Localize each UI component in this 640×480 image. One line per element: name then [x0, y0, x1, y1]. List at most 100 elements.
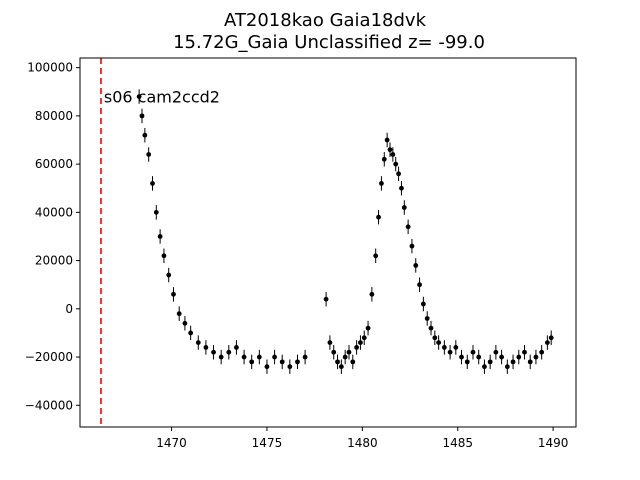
data-point	[234, 345, 239, 350]
data-point	[399, 185, 404, 191]
data-point	[401, 205, 407, 210]
data-point	[379, 181, 384, 186]
plot-area	[136, 89, 554, 374]
x-tick-label: 1480	[347, 436, 378, 450]
y-tick-label: 20000	[35, 254, 73, 268]
data-point	[327, 340, 333, 345]
data-point	[166, 272, 172, 278]
data-point	[413, 263, 419, 268]
data-point	[373, 253, 379, 259]
y-tick-label: 40000	[35, 205, 73, 219]
data-point	[295, 359, 300, 365]
y-axis: −40000 −20000 0 20000 40000 60000 80000 100000	[25, 61, 80, 412]
data-point	[470, 349, 476, 355]
chart-title-line-2: 15.72G_Gaia Unclassified z= -99.0	[173, 32, 485, 53]
y-tick-label: 60000	[35, 157, 73, 171]
data-point	[516, 354, 522, 360]
data-point	[487, 359, 493, 365]
data-point	[376, 214, 381, 220]
data-point	[493, 349, 499, 355]
data-point	[146, 152, 152, 157]
data-point	[459, 354, 464, 360]
y-tick-label: −20000	[25, 350, 73, 364]
data-point	[387, 147, 393, 153]
data-point	[256, 354, 262, 360]
data-point	[218, 354, 224, 360]
data-point	[381, 156, 387, 162]
data-point	[522, 349, 527, 355]
data-point	[393, 161, 399, 167]
y-tick-label: −40000	[25, 398, 73, 412]
data-point	[482, 364, 487, 370]
data-point	[420, 301, 426, 307]
data-point	[417, 282, 422, 288]
data-point	[161, 253, 167, 259]
data-point	[335, 359, 340, 365]
data-point	[203, 345, 209, 350]
data-point	[136, 94, 142, 99]
data-point	[272, 354, 277, 360]
data-point	[171, 291, 176, 297]
data-point	[342, 354, 348, 360]
x-tick-label: 1490	[538, 436, 569, 450]
data-point	[287, 364, 293, 370]
data-point	[182, 320, 188, 326]
chart-title-line-1: AT2018kao Gaia18dvk	[224, 10, 427, 31]
sector-annotation: s06 cam2ccd2	[104, 88, 220, 107]
data-point	[436, 340, 442, 345]
data-point	[346, 349, 352, 355]
data-point	[211, 349, 216, 355]
data-point	[504, 364, 510, 370]
data-point	[476, 354, 482, 360]
data-point	[157, 234, 163, 239]
data-point	[447, 349, 453, 355]
data-point	[369, 291, 375, 297]
data-point	[548, 335, 554, 341]
data-point	[544, 340, 550, 345]
x-axis: 1470 1475 1480 1485 1490	[156, 427, 568, 450]
x-tick-label: 1485	[442, 436, 473, 450]
data-point	[264, 364, 270, 370]
data-point	[384, 137, 390, 143]
data-point	[338, 364, 344, 370]
data-point	[432, 335, 438, 341]
data-point	[539, 349, 545, 355]
data-point	[499, 354, 504, 360]
x-tick-label: 1470	[156, 436, 187, 450]
y-tick-label: 0	[65, 302, 73, 316]
data-point	[533, 354, 539, 360]
data-point	[302, 354, 308, 360]
data-point	[396, 171, 401, 177]
data-point	[331, 349, 337, 355]
data-point	[139, 113, 145, 119]
data-point	[150, 181, 155, 186]
data-point	[195, 340, 201, 345]
x-tick-label: 1475	[252, 436, 283, 450]
data-point	[142, 132, 148, 138]
data-point	[350, 359, 356, 365]
data-point	[428, 325, 434, 331]
data-point	[153, 209, 159, 215]
data-point	[441, 345, 447, 350]
data-point	[424, 316, 430, 321]
data-point	[249, 359, 255, 365]
y-tick-label: 80000	[35, 109, 73, 123]
data-point	[354, 345, 360, 350]
data-point	[279, 359, 285, 365]
data-point	[176, 311, 182, 317]
data-point	[527, 359, 533, 365]
data-point	[358, 340, 363, 345]
data-point	[361, 335, 367, 341]
data-point	[323, 296, 329, 302]
data-point	[453, 345, 459, 350]
data-point	[241, 354, 247, 360]
data-point	[390, 152, 396, 157]
data-point	[188, 330, 194, 336]
data-point	[226, 349, 232, 355]
data-point	[464, 359, 470, 365]
data-point	[409, 243, 415, 249]
data-point	[365, 325, 371, 331]
plot-frame	[79, 57, 577, 428]
y-tick-label: 100000	[27, 61, 73, 75]
